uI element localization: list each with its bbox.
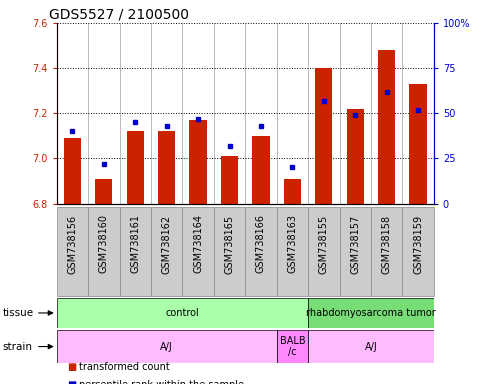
Bar [57, 298, 308, 328]
Text: GSM738160: GSM738160 [99, 214, 109, 273]
Text: BALB
/c: BALB /c [280, 336, 305, 358]
Text: GSM738163: GSM738163 [287, 214, 297, 273]
Bar [410, 84, 427, 204]
Text: GSM738165: GSM738165 [224, 214, 235, 273]
Text: control: control [166, 308, 199, 318]
Bar [127, 131, 144, 204]
Bar [57, 330, 277, 363]
Bar [182, 207, 214, 296]
Bar [347, 109, 364, 204]
Bar [158, 131, 176, 204]
Bar [402, 207, 434, 296]
Bar [245, 207, 277, 296]
Text: ■: ■ [67, 380, 76, 384]
Text: ■: ■ [67, 362, 76, 372]
Bar [284, 179, 301, 204]
Bar [340, 207, 371, 296]
Text: GSM738162: GSM738162 [162, 214, 172, 273]
Text: A/J: A/J [160, 341, 173, 352]
Bar [315, 68, 332, 204]
Text: rhabdomyosarcoma tumor: rhabdomyosarcoma tumor [306, 308, 436, 318]
Text: GSM738157: GSM738157 [350, 214, 360, 274]
Bar [308, 298, 434, 328]
Bar [277, 207, 308, 296]
Text: GSM738164: GSM738164 [193, 214, 203, 273]
Text: GSM738156: GSM738156 [68, 214, 77, 273]
Bar [308, 330, 434, 363]
Text: GSM738159: GSM738159 [413, 214, 423, 273]
Text: GSM738158: GSM738158 [382, 214, 392, 273]
Text: strain: strain [2, 341, 33, 352]
Bar [371, 207, 402, 296]
Bar [95, 179, 112, 204]
Bar [151, 207, 182, 296]
Text: GSM738166: GSM738166 [256, 214, 266, 273]
Bar [221, 156, 238, 204]
Bar [88, 207, 119, 296]
Text: transformed count: transformed count [79, 362, 170, 372]
Bar [64, 138, 81, 204]
Text: percentile rank within the sample: percentile rank within the sample [79, 380, 244, 384]
Bar [57, 207, 88, 296]
Text: A/J: A/J [365, 341, 377, 352]
Bar [308, 207, 340, 296]
Bar [119, 207, 151, 296]
Bar [252, 136, 270, 204]
Text: GSM738155: GSM738155 [319, 214, 329, 274]
Text: tissue: tissue [2, 308, 34, 318]
Bar [378, 50, 395, 204]
Bar [214, 207, 246, 296]
Bar [189, 120, 207, 204]
Text: GDS5527 / 2100500: GDS5527 / 2100500 [49, 8, 189, 22]
Bar [277, 330, 308, 363]
Text: GSM738161: GSM738161 [130, 214, 141, 273]
